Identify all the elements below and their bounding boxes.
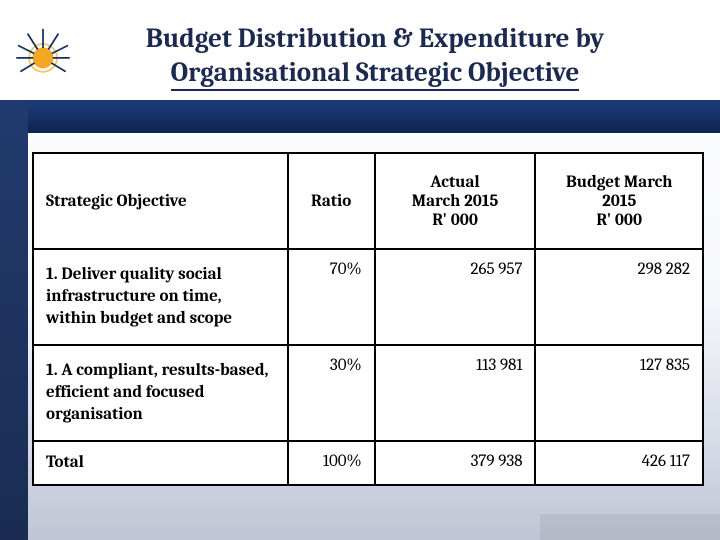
- col-actual: ActualMarch 2015R' 000: [375, 153, 536, 249]
- budget-table-wrap: Strategic Objective Ratio ActualMarch 20…: [32, 152, 704, 486]
- table-row: 1. A compliant, results-based, efficient…: [33, 345, 703, 441]
- budget-table: Strategic Objective Ratio ActualMarch 20…: [32, 152, 704, 486]
- cell-objective: 1. Deliver quality social infrastructure…: [33, 249, 288, 345]
- cell-ratio: 30%: [288, 345, 375, 441]
- col-ratio: Ratio: [288, 153, 375, 249]
- cell-total-budget: 426 117: [535, 441, 703, 485]
- footer-shadow: [540, 514, 720, 540]
- cell-total-ratio: 100%: [288, 441, 375, 485]
- cell-total-label: Total: [33, 441, 288, 485]
- cell-budget: 298 282: [535, 249, 703, 345]
- page-title: Budget Distribution & Expenditure by Org…: [0, 22, 720, 90]
- cell-objective: 1. A compliant, results-based, efficient…: [33, 345, 288, 441]
- cell-actual: 113 981: [375, 345, 536, 441]
- table-header-row: Strategic Objective Ratio ActualMarch 20…: [33, 153, 703, 249]
- cell-actual: 265 957: [375, 249, 536, 345]
- slide: Budget Distribution & Expenditure by Org…: [0, 0, 720, 540]
- table-row: 1. Deliver quality social infrastructure…: [33, 249, 703, 345]
- header: Budget Distribution & Expenditure by Org…: [0, 0, 720, 103]
- sun-icon: [14, 26, 72, 84]
- cell-total-actual: 379 938: [375, 441, 536, 485]
- col-budget: Budget March2015R' 000: [535, 153, 703, 249]
- title-line-2: Organisational Strategic Objective: [171, 57, 580, 91]
- left-accent-strip: [0, 95, 28, 540]
- title-line-1: Budget Distribution & Expenditure by: [146, 23, 605, 54]
- col-strategic-objective: Strategic Objective: [33, 153, 288, 249]
- table-total-row: Total 100% 379 938 426 117: [33, 441, 703, 485]
- header-blue-band: [0, 103, 720, 133]
- cell-ratio: 70%: [288, 249, 375, 345]
- cell-budget: 127 835: [535, 345, 703, 441]
